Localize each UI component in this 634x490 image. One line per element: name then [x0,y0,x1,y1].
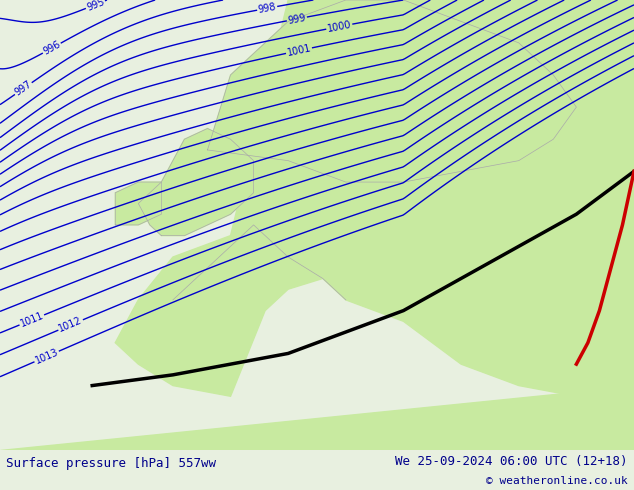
Text: 1012: 1012 [57,316,84,334]
Text: We 25-09-2024 06:00 UTC (12+18): We 25-09-2024 06:00 UTC (12+18) [395,455,628,467]
Polygon shape [207,0,576,182]
Text: 1011: 1011 [18,311,45,329]
Text: 1000: 1000 [327,20,353,34]
Text: 995: 995 [85,0,106,13]
Polygon shape [0,386,634,450]
Text: 999: 999 [287,12,307,25]
Text: 996: 996 [41,39,62,57]
Text: 997: 997 [13,79,34,98]
Text: Surface pressure [hPa] 557ww: Surface pressure [hPa] 557ww [6,457,216,470]
Polygon shape [115,0,634,396]
Text: 1001: 1001 [286,43,312,58]
Text: 1013: 1013 [34,347,60,366]
Polygon shape [138,128,254,236]
Text: 998: 998 [257,1,277,15]
Polygon shape [115,182,162,225]
Text: © weatheronline.co.uk: © weatheronline.co.uk [486,476,628,486]
